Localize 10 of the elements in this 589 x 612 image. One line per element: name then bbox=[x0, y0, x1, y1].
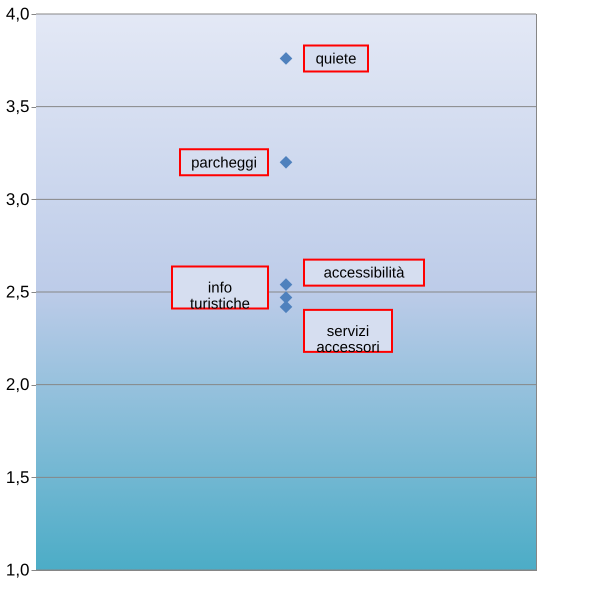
y-tick-label: 1,5 bbox=[6, 468, 30, 487]
y-tick-label: 3,0 bbox=[6, 190, 30, 209]
y-tick-label: 2,0 bbox=[6, 375, 30, 394]
y-tick-label: 2,5 bbox=[6, 282, 30, 302]
y-tick-label: 1,0 bbox=[6, 560, 30, 580]
series-label: quiete bbox=[316, 50, 356, 68]
y-tick-label: 3,5 bbox=[6, 97, 30, 116]
y-tick-label: 4,0 bbox=[6, 4, 30, 24]
text: accessibilità bbox=[324, 264, 406, 282]
series-label: parcheggi bbox=[191, 154, 257, 172]
